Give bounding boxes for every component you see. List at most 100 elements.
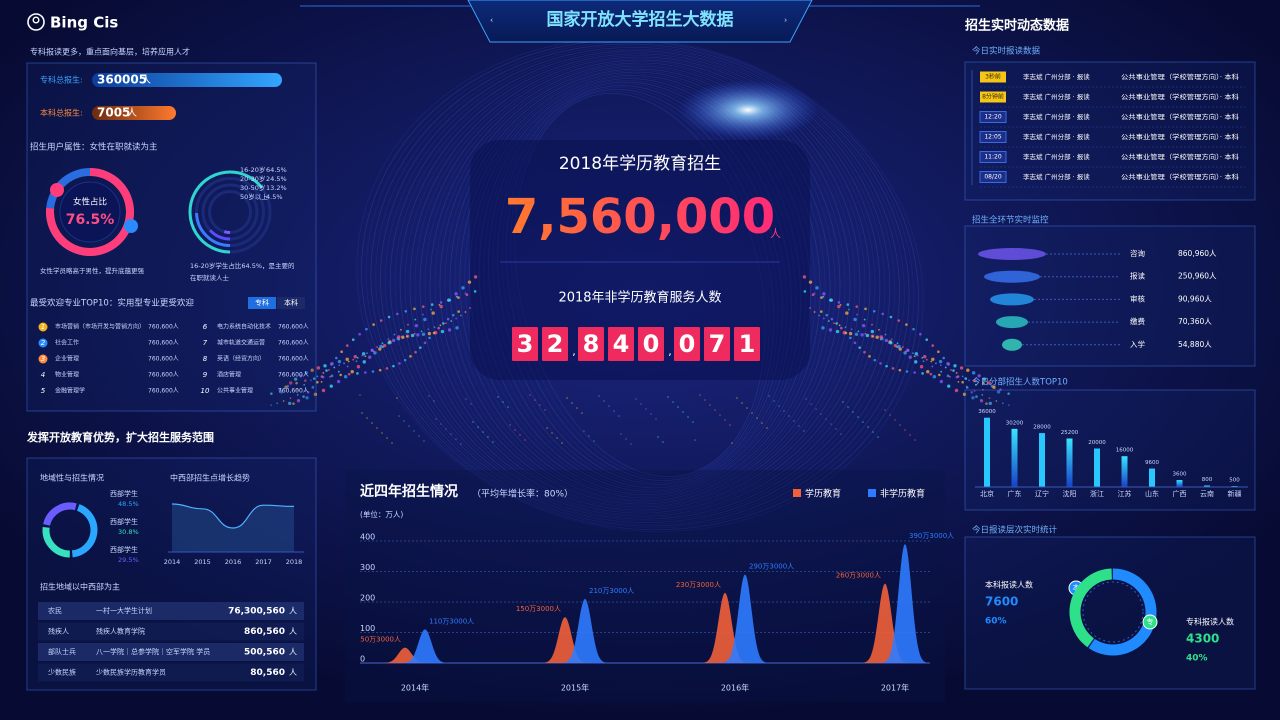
particle <box>955 372 958 374</box>
particle <box>390 342 393 344</box>
peak <box>543 617 587 663</box>
particle <box>995 400 998 402</box>
particle <box>451 313 455 317</box>
header-line <box>300 0 980 7</box>
funnel-layer <box>990 293 1034 306</box>
particle <box>873 358 877 362</box>
header-arrow: ‹ <box>490 16 493 25</box>
chart-panel <box>345 470 945 702</box>
user-icon[interactable] <box>27 13 45 31</box>
particle <box>925 358 928 361</box>
particle <box>529 394 531 396</box>
particle <box>304 379 307 382</box>
particle <box>853 317 857 322</box>
particle <box>502 401 504 403</box>
major-count: 760,600人 <box>148 372 179 379</box>
particle <box>865 333 870 338</box>
particle <box>337 370 340 373</box>
particle <box>519 434 521 436</box>
bar-value: 9600 <box>1145 460 1159 466</box>
chart-unit: (单位：万人) <box>360 509 403 519</box>
particle <box>362 360 366 364</box>
section-title: 地域性与招生情况 <box>40 473 104 483</box>
digit-box <box>542 327 568 361</box>
particle <box>959 366 964 370</box>
particle <box>408 425 410 427</box>
particle <box>457 310 460 313</box>
particle <box>507 406 509 408</box>
particle <box>962 392 967 397</box>
funnel-stage: 报读 <box>1130 271 1146 281</box>
particle <box>842 401 844 403</box>
decor-ring <box>449 68 831 502</box>
time: 11:20 <box>984 154 1001 161</box>
particle <box>477 426 479 428</box>
particle <box>447 298 451 302</box>
particle <box>966 368 970 372</box>
decor-ring <box>361 39 919 531</box>
particle <box>366 352 368 355</box>
rank: 6 <box>203 323 208 331</box>
particle <box>724 419 726 421</box>
particle <box>428 395 430 397</box>
particle <box>583 430 585 432</box>
live-major: 公共事业管理（学校管理方向）· 本科 <box>1121 92 1240 101</box>
particle <box>930 360 933 363</box>
digit-box <box>512 327 538 361</box>
region-arc <box>43 502 77 526</box>
particle <box>350 370 354 374</box>
rank: 3 <box>41 355 45 363</box>
particle <box>939 379 944 384</box>
particle <box>902 346 904 348</box>
tab[interactable] <box>277 297 305 309</box>
section-title: 招生用户属性：女性在职就读为主 <box>30 142 158 153</box>
funnel-stage: 入学 <box>1130 339 1146 349</box>
particle <box>677 406 679 408</box>
decor-ring <box>429 62 851 508</box>
particle <box>845 311 849 315</box>
table-unit: 人 <box>289 627 297 636</box>
particle <box>837 304 841 309</box>
particle <box>854 332 859 336</box>
particle <box>339 373 342 377</box>
particle <box>650 413 652 415</box>
time: 08/20 <box>984 174 1001 181</box>
decor-ring <box>439 65 841 505</box>
tab[interactable] <box>248 297 276 309</box>
particle <box>909 434 911 436</box>
particle <box>361 352 366 356</box>
particle <box>887 342 890 344</box>
particle <box>386 437 388 439</box>
particle <box>975 395 978 398</box>
particle <box>310 368 314 372</box>
digit: 1 <box>739 330 756 358</box>
decor-ring <box>389 50 891 520</box>
particle <box>361 354 364 357</box>
particle <box>940 370 943 373</box>
rank: 9 <box>203 371 208 379</box>
table-value: 860,560 <box>244 627 285 637</box>
particle <box>421 305 425 308</box>
particle <box>358 332 361 336</box>
particle <box>803 430 805 432</box>
right-title: 招生实时动态数据 <box>965 18 1069 34</box>
particle <box>833 322 835 325</box>
x-tick-label: 辽宁 <box>1035 489 1049 498</box>
caption: 16-20岁学生占比64.5%，是主要的 <box>190 261 295 270</box>
bar-value: 500 <box>1229 478 1240 484</box>
donut-inner <box>59 181 121 243</box>
level-icon-label: 专 <box>1147 617 1154 626</box>
particle <box>446 317 450 321</box>
particle <box>662 441 664 443</box>
particle <box>828 328 833 332</box>
particle <box>461 286 465 290</box>
major-name: 公共事业管理 <box>217 387 253 395</box>
particle <box>455 317 458 320</box>
particle <box>439 324 442 327</box>
particle <box>952 369 955 372</box>
particle <box>839 303 842 306</box>
particle <box>872 431 874 433</box>
peak <box>703 592 747 663</box>
region-name: 西部学生 <box>110 517 138 526</box>
